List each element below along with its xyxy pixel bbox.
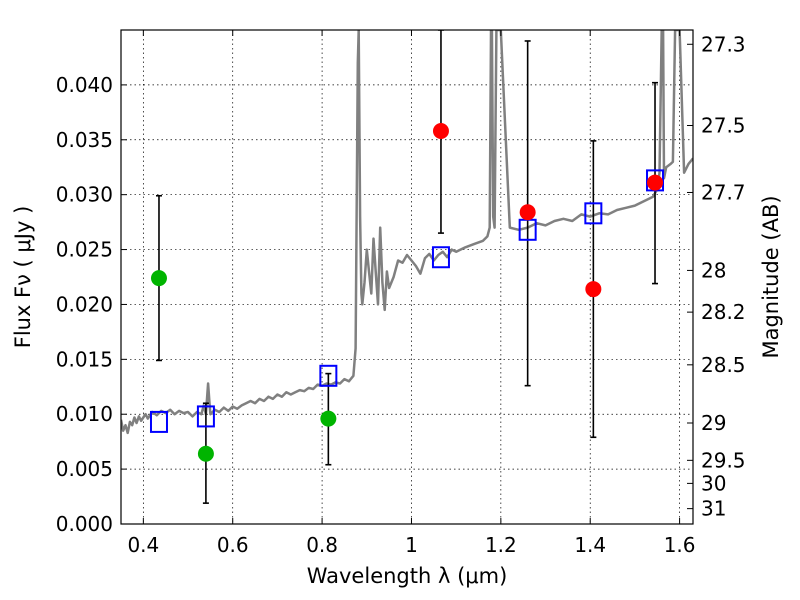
observed-point	[585, 281, 602, 298]
mag-tick-label: 27.7	[701, 180, 746, 204]
mag-tick-label: 29.5	[701, 448, 746, 472]
y2-axis-title: Magnitude (AB)	[759, 195, 783, 358]
x-tick-label: 0.6	[217, 533, 249, 557]
y-tick-label: 0.040	[56, 73, 113, 97]
observed-point	[519, 204, 536, 221]
y-tick-label: 0.000	[56, 512, 113, 536]
model-photometry-marker	[431, 246, 450, 269]
x-tick-label: 0.8	[306, 533, 338, 557]
y-tick-label: 0.030	[56, 183, 113, 207]
model-photometry-marker	[319, 364, 338, 387]
model-spectrum-line	[121, 30, 693, 435]
observed-point	[197, 445, 214, 462]
mag-tick-label: 27.5	[701, 114, 746, 138]
mag-tick-label: 28.5	[701, 353, 746, 377]
x-axis-title: Wavelength λ (μm)	[307, 564, 508, 588]
x-tick-label: 0.4	[127, 533, 159, 557]
data-layer	[121, 30, 693, 504]
x-tick-label: 1.2	[485, 533, 517, 557]
y-tick-label: 0.020	[56, 292, 113, 316]
observed-point	[432, 122, 449, 139]
model-photometry-marker	[196, 405, 215, 428]
mag-tick-label: 28	[701, 258, 726, 282]
x-tick-label: 1.4	[574, 533, 606, 557]
observed-point	[150, 270, 167, 287]
y-tick-label: 0.015	[56, 347, 113, 371]
mag-tick-label: 29	[701, 411, 726, 435]
y-tick-label: 0.010	[56, 402, 113, 426]
y-tick-label: 0.005	[56, 457, 113, 481]
mag-tick-label: 30	[701, 471, 726, 495]
plot-area	[121, 30, 693, 524]
y-axis-title: Flux Fν ( μJy )	[11, 206, 35, 349]
axis-ticks: 0.4 0.6 0.8 1 1.2 1.4 1.6 0.000 0.005 0.010 0.015 0…	[56, 30, 746, 557]
mag-tick-label: 31	[701, 497, 726, 521]
x-tick-label: 1	[405, 533, 418, 557]
observed-point	[647, 174, 664, 191]
observed-point	[320, 410, 337, 427]
mag-tick-label: 27.3	[701, 32, 746, 56]
y-tick-label: 0.035	[56, 128, 113, 152]
mag-tick-label: 28.2	[701, 300, 746, 324]
model-photometry-marker	[149, 410, 168, 433]
plot-frame	[120, 29, 694, 525]
model-photometry-marker	[584, 202, 603, 225]
y-tick-label: 0.025	[56, 238, 113, 262]
x-tick-label: 1.6	[664, 533, 696, 557]
